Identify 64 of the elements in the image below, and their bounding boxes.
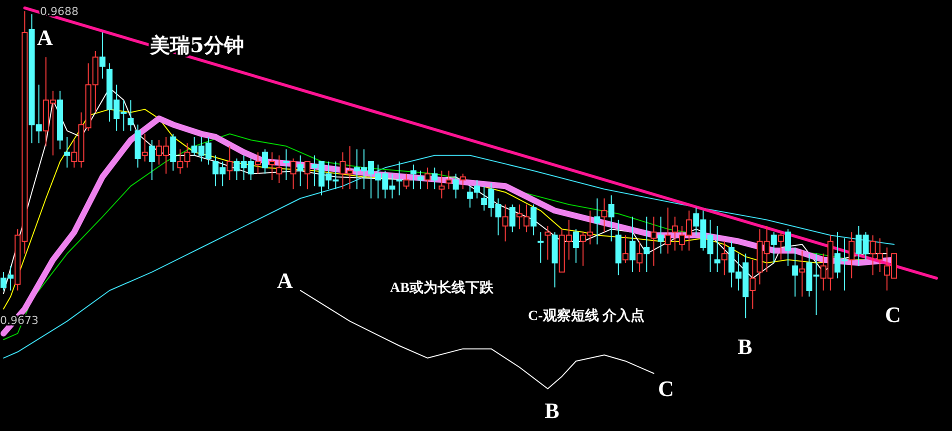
annotation: A — [37, 25, 54, 50]
candlestick — [297, 154, 304, 187]
candlestick — [276, 154, 282, 184]
candlestick — [99, 32, 106, 80]
candlestick — [269, 152, 276, 180]
candlestick — [622, 234, 628, 264]
candlestick — [785, 228, 792, 266]
candlestick — [552, 232, 558, 288]
candlestick — [403, 173, 410, 190]
candlestick — [544, 226, 551, 260]
candlestick — [446, 170, 452, 190]
candlestick — [714, 226, 720, 273]
text: B — [738, 334, 753, 359]
candlestick — [792, 246, 798, 298]
candlestick — [848, 232, 855, 279]
candlestick — [644, 216, 650, 273]
text: C — [658, 376, 674, 401]
candlestick — [601, 198, 608, 233]
candlestick — [452, 173, 459, 199]
candlestick — [509, 204, 516, 233]
candlestick — [148, 140, 155, 180]
candlestick — [262, 148, 268, 174]
candlestick — [502, 204, 508, 242]
candlestick — [170, 133, 176, 172]
candlestick — [424, 167, 431, 190]
annotation: C-观察短线 介入点 — [528, 307, 644, 324]
candlestick — [608, 194, 614, 242]
candlestick — [672, 216, 678, 252]
candlestick — [438, 170, 445, 199]
candlestick — [594, 198, 600, 245]
candlestick — [417, 170, 424, 190]
candlestick — [750, 259, 756, 310]
candlestick — [134, 124, 141, 168]
annotation: AB或为长线下跌 — [390, 280, 494, 296]
candlestick — [650, 216, 657, 266]
candlestick — [283, 148, 290, 180]
candlestick — [530, 204, 537, 236]
candlestick — [304, 161, 310, 190]
annotation: 0.9688 — [40, 5, 78, 18]
candlestick — [770, 232, 777, 264]
candlestick — [658, 216, 664, 254]
candlestick — [778, 232, 784, 260]
candlestick — [290, 158, 296, 190]
text: B — [544, 398, 560, 423]
candlestick — [432, 167, 438, 190]
candlestick — [630, 216, 636, 273]
candlestick — [226, 146, 233, 180]
candlestick — [538, 232, 544, 264]
annotation: A — [277, 268, 294, 293]
candlestick — [721, 240, 728, 276]
candlestick — [799, 250, 806, 298]
candlestick — [396, 161, 402, 196]
annotation: C — [885, 302, 901, 327]
candlestick — [142, 133, 148, 162]
candlestick — [57, 90, 64, 150]
candlestick — [64, 136, 70, 168]
candlestick — [572, 228, 579, 264]
candlestick — [636, 240, 643, 273]
candlestick — [254, 152, 261, 174]
candlestick — [460, 173, 466, 190]
candlestick — [128, 100, 134, 132]
candlestick — [410, 164, 416, 190]
candlestick — [664, 207, 671, 254]
candlestick — [615, 219, 622, 276]
